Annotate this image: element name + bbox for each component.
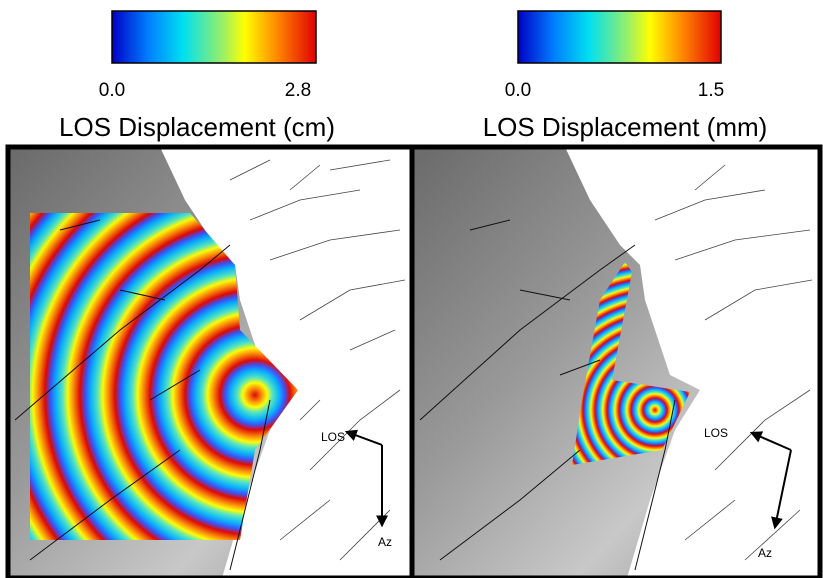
colorbar <box>518 11 721 63</box>
colorbar-max: 2.8 <box>285 80 311 101</box>
colorbar-min: 0.0 <box>99 80 125 101</box>
az-label: Az <box>378 535 392 549</box>
colorbar-max: 1.5 <box>698 80 724 101</box>
az-label: Az <box>758 546 772 560</box>
figure: 0.0 2.8 0.0 1.5 LOS Displacement (cm) LO… <box>0 0 823 578</box>
map-left: LOS Az <box>10 147 411 578</box>
colorbar-min: 0.0 <box>505 80 531 101</box>
los-label: LOS <box>321 430 345 444</box>
colorbar <box>112 11 316 63</box>
map-right: LOS Az <box>413 147 818 578</box>
los-label: LOS <box>704 426 728 440</box>
panel-title: LOS Displacement (cm) <box>59 112 335 142</box>
panel-title: LOS Displacement (mm) <box>483 112 768 142</box>
